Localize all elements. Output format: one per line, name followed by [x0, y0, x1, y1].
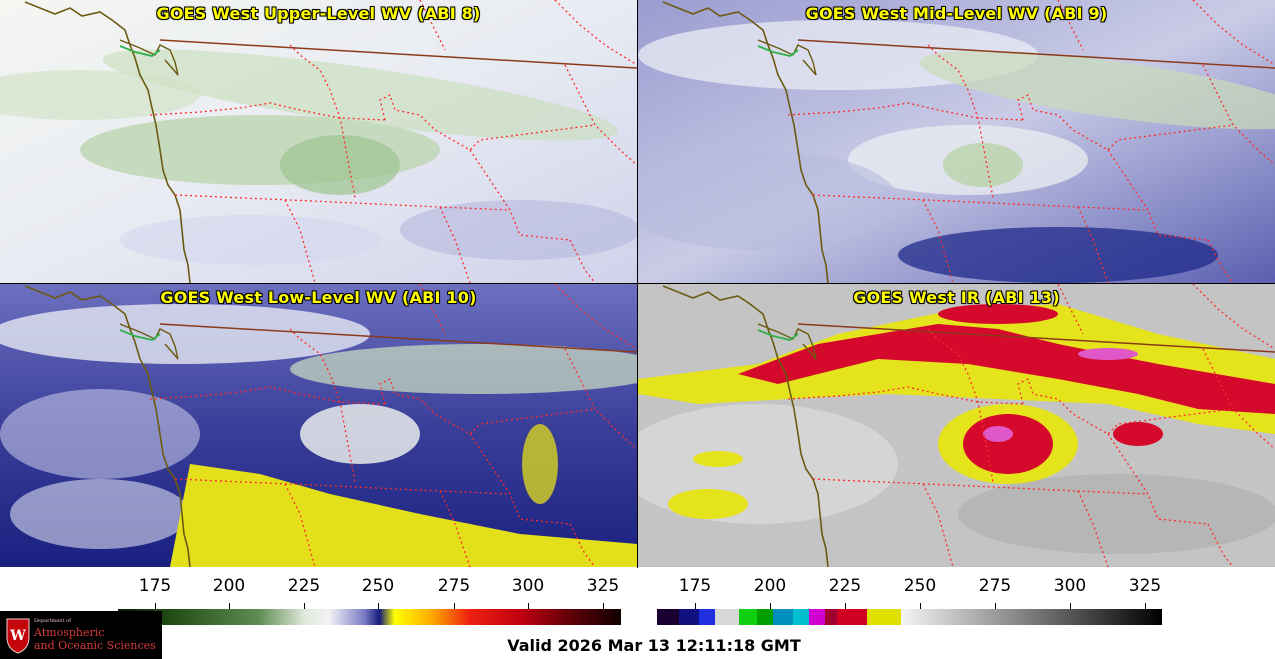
wv-tick: [155, 603, 156, 609]
ir-image: [638, 284, 1275, 567]
panel-title: GOES West IR (ABI 13): [853, 288, 1060, 307]
panel-low-wv: GOES West Low-Level WV (ABI 10): [0, 284, 637, 567]
wv-tick-label: 225: [287, 576, 321, 596]
wv-tick-label: 200: [212, 576, 246, 596]
ir-tick: [1145, 603, 1146, 609]
wv-tick-label: 300: [511, 576, 545, 596]
wv-tick-label: 175: [138, 576, 172, 596]
wv-colorbar: [118, 609, 621, 625]
logo-line-1: Department of: [34, 618, 71, 624]
wv-tick-label: 275: [437, 576, 471, 596]
panel-title: GOES West Mid-Level WV (ABI 9): [805, 4, 1108, 23]
mid-wv-image: [638, 0, 1275, 283]
aos-logo: W Department of Atmospheric and Oceanic …: [0, 611, 162, 659]
low-wv-image: [0, 284, 637, 567]
logo-line-2: Atmospheric: [34, 626, 105, 639]
ir-tick: [1070, 603, 1071, 609]
wv-tick: [229, 603, 230, 609]
panel-divider-vertical: [637, 0, 638, 568]
ir-tick-label: 325: [1128, 576, 1162, 596]
svg-text:W: W: [9, 628, 26, 644]
ir-tick: [770, 603, 771, 609]
valid-time: Valid 2026 Mar 13 12:11:18 GMT: [507, 636, 801, 655]
ir-tick: [995, 603, 996, 609]
ir-tick-label: 275: [978, 576, 1012, 596]
panel-upper-wv: GOES West Upper-Level WV (ABI 8): [0, 0, 637, 283]
wv-tick: [603, 603, 604, 609]
wv-tick: [304, 603, 305, 609]
ir-tick-label: 175: [678, 576, 712, 596]
wv-tick-label: 325: [586, 576, 620, 596]
wv-tick: [378, 603, 379, 609]
ir-tick-label: 225: [828, 576, 862, 596]
panel-title: GOES West Upper-Level WV (ABI 8): [156, 4, 481, 23]
uw-crest-icon: W: [6, 618, 30, 654]
ir-tick-label: 200: [753, 576, 787, 596]
panel-title: GOES West Low-Level WV (ABI 10): [160, 288, 477, 307]
wv-tick: [528, 603, 529, 609]
ir-tick-label: 250: [903, 576, 937, 596]
ir-tick-label: 300: [1053, 576, 1087, 596]
ir-tick: [695, 603, 696, 609]
wv-tick: [454, 603, 455, 609]
ir-tick: [845, 603, 846, 609]
ir-tick: [920, 603, 921, 609]
upper-wv-image: [0, 0, 637, 283]
panel-mid-wv: GOES West Mid-Level WV (ABI 9): [638, 0, 1275, 283]
wv-tick-label: 250: [361, 576, 395, 596]
ir-colorbar: [657, 609, 1162, 625]
logo-line-3: and Oceanic Sciences: [34, 639, 156, 652]
panel-ir: GOES West IR (ABI 13): [638, 284, 1275, 567]
panel-divider-horizontal: [0, 283, 1275, 284]
